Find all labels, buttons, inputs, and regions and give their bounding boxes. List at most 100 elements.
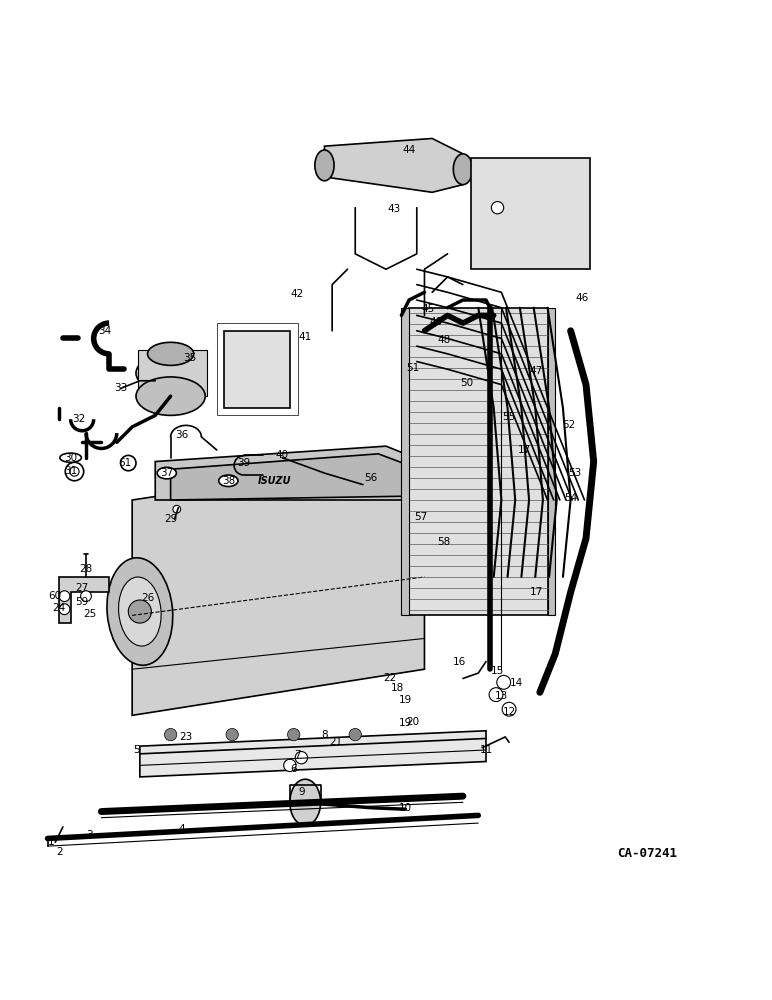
Polygon shape — [132, 462, 425, 715]
Text: 29: 29 — [164, 514, 178, 524]
Polygon shape — [140, 731, 486, 777]
Text: 28: 28 — [80, 564, 93, 574]
Circle shape — [128, 600, 151, 623]
Text: 31: 31 — [64, 466, 77, 476]
Text: 11: 11 — [479, 745, 493, 755]
Text: 33: 33 — [114, 383, 127, 393]
Text: 26: 26 — [141, 593, 154, 603]
Text: 16: 16 — [452, 657, 466, 667]
Text: 14: 14 — [510, 678, 523, 688]
Ellipse shape — [136, 377, 205, 415]
Text: 15: 15 — [491, 666, 504, 676]
Text: 37: 37 — [160, 468, 174, 478]
Bar — [547, 308, 555, 615]
Text: ISUZU: ISUZU — [258, 476, 291, 486]
Text: 22: 22 — [383, 673, 397, 683]
Circle shape — [59, 591, 69, 602]
Text: 43: 43 — [387, 204, 401, 214]
Circle shape — [489, 688, 503, 702]
Text: 34: 34 — [99, 326, 112, 336]
Text: 32: 32 — [72, 414, 85, 424]
Text: 13: 13 — [495, 691, 508, 701]
Text: 40: 40 — [429, 317, 442, 327]
Text: 23: 23 — [179, 732, 193, 742]
Text: 8: 8 — [321, 730, 328, 740]
Text: 35: 35 — [183, 353, 196, 363]
Text: 48: 48 — [437, 335, 450, 345]
Text: 18: 18 — [391, 683, 405, 693]
Circle shape — [492, 202, 503, 214]
Text: 2: 2 — [56, 847, 63, 857]
Text: 25: 25 — [83, 609, 96, 619]
Text: 3: 3 — [86, 830, 93, 840]
Ellipse shape — [453, 154, 472, 185]
Circle shape — [120, 455, 136, 471]
Text: 51: 51 — [406, 363, 419, 373]
Text: 54: 54 — [564, 493, 577, 503]
Polygon shape — [171, 454, 409, 500]
Bar — [137, 350, 207, 396]
Circle shape — [59, 604, 69, 615]
Circle shape — [226, 728, 239, 741]
Polygon shape — [324, 138, 463, 192]
Text: 60: 60 — [49, 591, 62, 601]
Text: 45: 45 — [422, 304, 435, 314]
Ellipse shape — [157, 467, 176, 479]
Text: 42: 42 — [291, 289, 304, 299]
Text: 41: 41 — [299, 332, 312, 342]
Text: 46: 46 — [576, 293, 589, 303]
Circle shape — [80, 591, 91, 602]
Circle shape — [287, 728, 300, 741]
Text: 24: 24 — [52, 603, 66, 613]
Bar — [471, 158, 590, 269]
Ellipse shape — [147, 342, 194, 365]
Circle shape — [173, 505, 181, 513]
Bar — [217, 323, 297, 415]
Text: 44: 44 — [402, 145, 415, 155]
Text: 20: 20 — [406, 717, 419, 727]
Circle shape — [496, 675, 510, 689]
Ellipse shape — [218, 475, 238, 487]
Text: 61: 61 — [118, 458, 131, 468]
Ellipse shape — [119, 577, 161, 646]
Polygon shape — [59, 577, 109, 623]
Circle shape — [502, 702, 516, 716]
Bar — [225, 331, 290, 408]
Text: 59: 59 — [76, 597, 89, 607]
Circle shape — [283, 759, 296, 772]
Circle shape — [69, 467, 79, 476]
Polygon shape — [155, 446, 425, 500]
Ellipse shape — [136, 354, 205, 392]
Circle shape — [66, 462, 83, 481]
Text: 17: 17 — [518, 445, 531, 455]
Text: 5: 5 — [133, 745, 139, 755]
Text: 39: 39 — [237, 458, 250, 468]
Circle shape — [349, 728, 361, 741]
Text: 21: 21 — [330, 737, 343, 747]
Text: 7: 7 — [294, 750, 301, 760]
Text: CA-07241: CA-07241 — [618, 847, 678, 860]
Text: 40: 40 — [276, 450, 289, 460]
Text: 52: 52 — [563, 420, 576, 430]
Text: 58: 58 — [437, 537, 450, 547]
Circle shape — [295, 752, 307, 764]
Text: 56: 56 — [364, 473, 378, 483]
Ellipse shape — [315, 150, 334, 181]
Ellipse shape — [60, 453, 81, 462]
Text: 1: 1 — [48, 837, 55, 847]
Ellipse shape — [290, 779, 320, 825]
Text: 4: 4 — [179, 824, 185, 834]
Text: 6: 6 — [290, 764, 297, 774]
Text: 17: 17 — [530, 587, 543, 597]
Bar — [401, 308, 409, 615]
Text: 9: 9 — [298, 787, 305, 797]
Text: 57: 57 — [414, 512, 427, 522]
Bar — [409, 308, 547, 615]
Text: 38: 38 — [222, 476, 235, 486]
Text: 19: 19 — [398, 695, 411, 705]
Text: 27: 27 — [76, 583, 89, 593]
Text: 47: 47 — [530, 366, 543, 376]
Text: 30: 30 — [64, 453, 77, 463]
Text: 53: 53 — [568, 468, 581, 478]
Text: 55: 55 — [503, 412, 516, 422]
